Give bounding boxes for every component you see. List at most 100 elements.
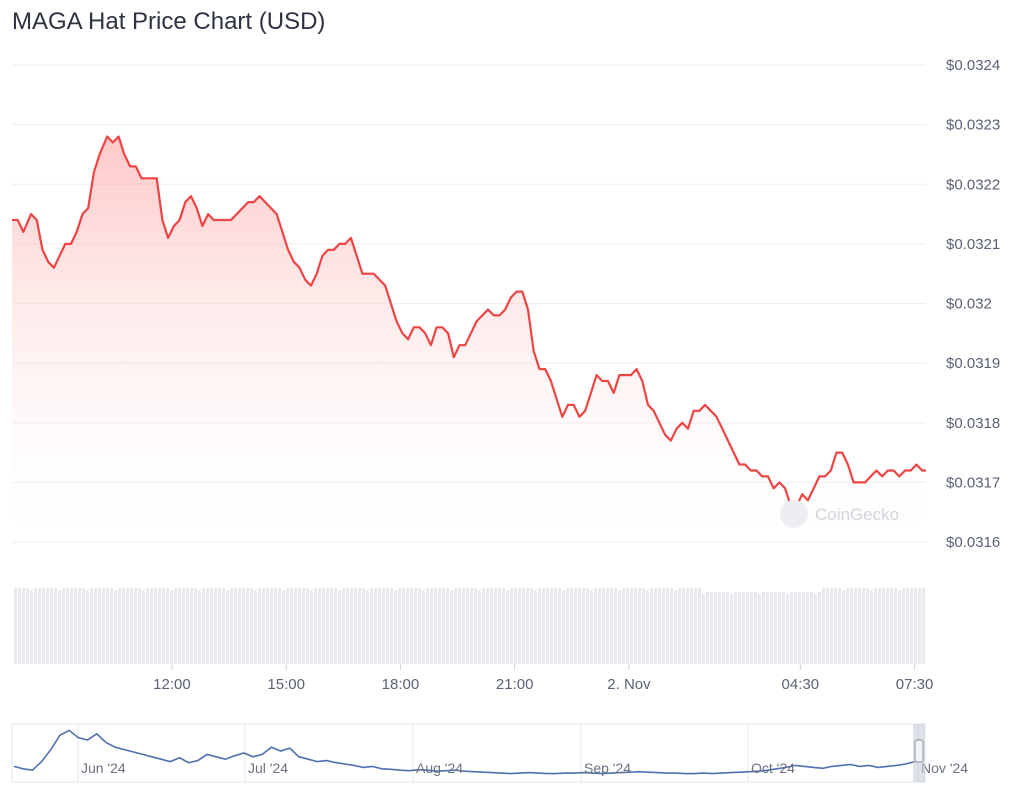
y-tick-label: $0.0323 — [946, 117, 1000, 134]
volume-bar — [754, 592, 757, 664]
volume-bar — [114, 590, 117, 664]
volume-bar — [506, 590, 509, 664]
volume-bar — [334, 588, 337, 664]
volume-bar — [778, 592, 781, 664]
navigator-frame — [11, 723, 926, 783]
volume-bar — [134, 588, 137, 664]
volume-bar — [738, 592, 741, 664]
volume-bar — [138, 588, 141, 664]
volume-bar — [366, 590, 369, 664]
x-axis-labels: 12:00 15:00 18:00 21:00 2. Nov 04:30 07:30 — [153, 664, 933, 693]
volume-bar — [550, 588, 553, 664]
volume-bar — [750, 592, 753, 664]
volume-bar — [330, 588, 333, 664]
volume-bar — [846, 588, 849, 664]
y-tick-label: $0.0318 — [946, 415, 1000, 432]
volume-bar — [850, 588, 853, 664]
volume-bar — [894, 588, 897, 664]
x-tick-label: 04:30 — [782, 676, 820, 693]
volume-bar — [178, 588, 181, 664]
volume-bar — [662, 588, 665, 664]
volume-bar — [346, 588, 349, 664]
volume-bar — [746, 592, 749, 664]
volume-bar — [514, 588, 517, 664]
volume-bar — [710, 592, 713, 664]
x-tick-label: 21:00 — [496, 676, 534, 693]
volume-bar — [170, 590, 173, 664]
volume-bar — [814, 594, 817, 664]
volume-bar — [238, 588, 241, 664]
coingecko-watermark: CoinGecko — [780, 500, 899, 528]
volume-bar — [358, 588, 361, 664]
volume-bar — [906, 588, 909, 664]
volume-bar — [198, 590, 201, 664]
volume-bar — [26, 588, 29, 664]
volume-bar — [726, 592, 729, 664]
volume-bar — [774, 592, 777, 664]
volume-bar — [762, 592, 765, 664]
volume-bar — [422, 590, 425, 664]
volume-bar — [582, 588, 585, 664]
volume-bar — [406, 588, 409, 664]
volume-bar — [58, 590, 61, 664]
volume-bar — [174, 588, 177, 664]
volume-bar — [338, 590, 341, 664]
volume-bar — [438, 588, 441, 664]
volume-bar — [218, 588, 221, 664]
volume-bar — [190, 588, 193, 664]
volume-bar — [446, 588, 449, 664]
volume-bar — [166, 588, 169, 664]
volume-bar — [758, 594, 761, 664]
volume-bar — [430, 588, 433, 664]
range-navigator[interactable]: Jun '24 Jul '24 Aug '24 Sep '24 Oct '24 Nov '… — [11, 723, 968, 783]
volume-bar — [606, 588, 609, 664]
y-tick-label: $0.0317 — [946, 474, 1000, 491]
volume-bar — [590, 590, 593, 664]
y-tick-label: $0.0321 — [946, 236, 1000, 253]
volume-bar — [30, 590, 33, 664]
volume-bar — [254, 590, 257, 664]
volume-bar — [914, 588, 917, 664]
volume-bar — [278, 588, 281, 664]
volume-bar — [658, 588, 661, 664]
volume-bar — [874, 588, 877, 664]
volume-bar — [206, 588, 209, 664]
volume-bar — [886, 588, 889, 664]
volume-bar — [558, 588, 561, 664]
volume-bar — [246, 588, 249, 664]
volume-bar — [298, 588, 301, 664]
volume-bar — [258, 588, 261, 664]
volume-bar — [674, 590, 677, 664]
volume-bar — [402, 588, 405, 664]
navigator-handle[interactable] — [914, 739, 924, 763]
volume-bar — [354, 588, 357, 664]
volume-bar — [870, 590, 873, 664]
volume-bar — [106, 588, 109, 664]
volume-bar — [286, 588, 289, 664]
volume-bar — [270, 588, 273, 664]
volume-bar — [722, 592, 725, 664]
volume-bar — [790, 592, 793, 664]
volume-bar — [458, 588, 461, 664]
volume-bar — [566, 588, 569, 664]
volume-bar — [570, 588, 573, 664]
volume-bar — [410, 588, 413, 664]
x-tick-label: 12:00 — [153, 676, 191, 693]
volume-bar — [682, 588, 685, 664]
volume-bar — [22, 588, 25, 664]
volume-bar — [14, 588, 17, 664]
volume-bar — [634, 588, 637, 664]
price-line[interactable] — [12, 135, 926, 508]
volume-bar — [798, 592, 801, 664]
volume-bar — [466, 588, 469, 664]
volume-bar — [194, 588, 197, 664]
volume-bar — [94, 588, 97, 664]
volume-bar — [374, 588, 377, 664]
volume-bar — [390, 588, 393, 664]
volume-bar — [858, 588, 861, 664]
volume-bar — [182, 588, 185, 664]
volume-bar — [482, 588, 485, 664]
volume-bar — [102, 588, 105, 664]
volume-bar — [546, 588, 549, 664]
